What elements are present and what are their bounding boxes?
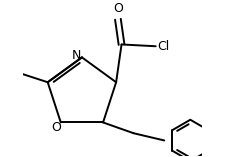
Text: O: O	[113, 2, 123, 15]
Text: O: O	[51, 121, 61, 134]
Text: Cl: Cl	[158, 40, 170, 53]
Text: N: N	[72, 49, 81, 62]
